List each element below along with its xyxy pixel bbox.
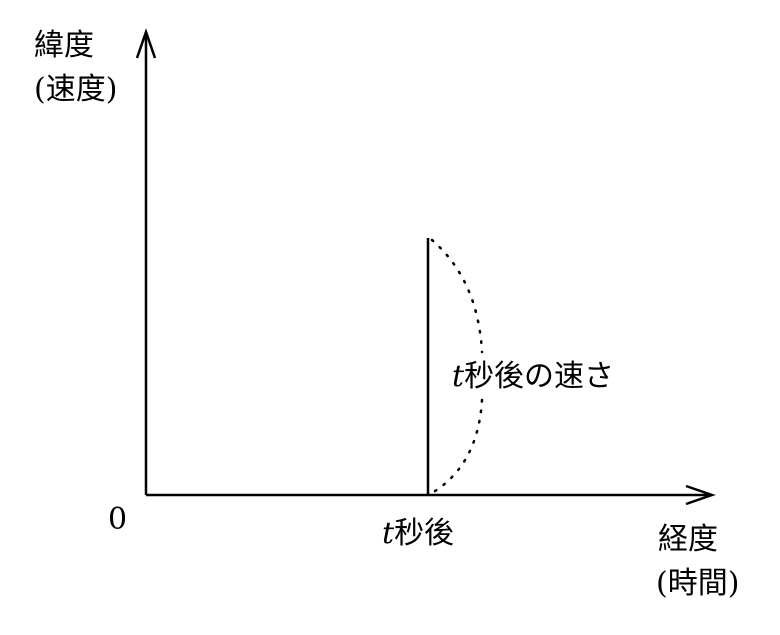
y-axis-arrowhead — [135, 28, 157, 59]
y-axis-label-line1: 緯度 — [34, 28, 94, 63]
x-axis-label-line1: 経度 — [658, 522, 718, 557]
brace-upper-dotted-arc — [430, 238, 484, 354]
y-axis-label-line2: (速度) — [34, 72, 118, 107]
brace-label-suffix: 秒後の速さ — [464, 359, 615, 394]
x-axis-arrowhead — [685, 484, 716, 506]
x-marker-variable: t — [382, 516, 395, 551]
brace-label-variable: t — [452, 359, 465, 394]
x-marker-suffix: 秒後 — [394, 516, 455, 551]
x-axis-label-line2: (時間) — [656, 566, 740, 601]
x-marker-label: t秒後 — [382, 516, 454, 552]
brace-lower-dotted-arc — [430, 398, 484, 495]
brace-label: t秒後の速さ — [452, 359, 614, 395]
origin-label: 0 — [108, 502, 128, 537]
